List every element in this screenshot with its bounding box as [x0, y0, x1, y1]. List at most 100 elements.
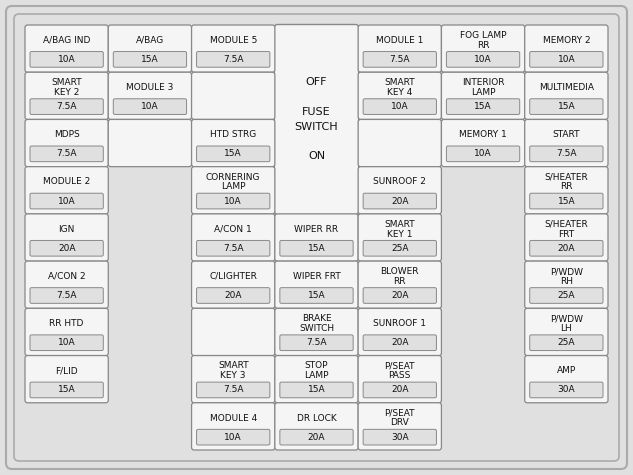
FancyBboxPatch shape	[30, 146, 103, 162]
FancyBboxPatch shape	[280, 335, 353, 351]
Text: 15A: 15A	[141, 55, 159, 64]
Text: 10A: 10A	[225, 433, 242, 442]
Text: BLOWER
RR: BLOWER RR	[380, 267, 419, 286]
Text: MEMORY 2: MEMORY 2	[542, 36, 590, 45]
Text: 10A: 10A	[474, 55, 492, 64]
FancyBboxPatch shape	[530, 335, 603, 351]
FancyBboxPatch shape	[192, 261, 275, 308]
Text: CORNERING
LAMP: CORNERING LAMP	[206, 172, 260, 191]
Text: AMP: AMP	[557, 366, 576, 375]
Text: HTD STRG: HTD STRG	[210, 130, 256, 139]
FancyBboxPatch shape	[530, 288, 603, 304]
FancyBboxPatch shape	[358, 261, 441, 308]
Text: 15A: 15A	[308, 291, 325, 300]
FancyBboxPatch shape	[280, 382, 353, 398]
Text: OFF

FUSE
SWITCH

ON: OFF FUSE SWITCH ON	[295, 77, 338, 162]
FancyBboxPatch shape	[358, 403, 441, 450]
FancyBboxPatch shape	[113, 99, 187, 114]
Text: 15A: 15A	[474, 102, 492, 111]
FancyBboxPatch shape	[25, 72, 108, 119]
Text: P/WDW
LH: P/WDW LH	[550, 314, 583, 333]
FancyBboxPatch shape	[358, 214, 441, 261]
FancyBboxPatch shape	[446, 99, 520, 114]
FancyBboxPatch shape	[30, 382, 103, 398]
Text: MDPS: MDPS	[54, 130, 80, 139]
Text: 10A: 10A	[391, 102, 408, 111]
FancyBboxPatch shape	[25, 119, 108, 167]
FancyBboxPatch shape	[441, 25, 525, 72]
FancyBboxPatch shape	[275, 403, 358, 450]
Text: 20A: 20A	[391, 197, 408, 206]
FancyBboxPatch shape	[363, 288, 436, 304]
Text: 10A: 10A	[141, 102, 159, 111]
FancyBboxPatch shape	[525, 119, 608, 167]
Text: 15A: 15A	[558, 197, 575, 206]
Text: 7.5A: 7.5A	[56, 149, 77, 158]
Text: S/HEATER
RR: S/HEATER RR	[544, 172, 588, 191]
FancyBboxPatch shape	[358, 25, 441, 72]
FancyBboxPatch shape	[30, 193, 103, 209]
FancyBboxPatch shape	[358, 167, 441, 214]
FancyBboxPatch shape	[530, 382, 603, 398]
FancyBboxPatch shape	[192, 356, 275, 403]
Text: 20A: 20A	[225, 291, 242, 300]
Text: 7.5A: 7.5A	[223, 244, 244, 253]
FancyBboxPatch shape	[530, 240, 603, 256]
FancyBboxPatch shape	[30, 99, 103, 114]
FancyBboxPatch shape	[192, 167, 275, 214]
FancyBboxPatch shape	[30, 240, 103, 256]
FancyBboxPatch shape	[525, 167, 608, 214]
FancyBboxPatch shape	[192, 403, 275, 450]
Text: MODULE 3: MODULE 3	[126, 83, 173, 92]
FancyBboxPatch shape	[363, 382, 436, 398]
Text: 20A: 20A	[391, 338, 408, 347]
FancyBboxPatch shape	[197, 288, 270, 304]
Text: 10A: 10A	[474, 149, 492, 158]
FancyBboxPatch shape	[525, 214, 608, 261]
FancyBboxPatch shape	[197, 52, 270, 67]
Text: 10A: 10A	[225, 197, 242, 206]
Text: A/CON 1: A/CON 1	[215, 225, 252, 234]
FancyBboxPatch shape	[197, 193, 270, 209]
FancyBboxPatch shape	[192, 214, 275, 261]
FancyBboxPatch shape	[358, 119, 441, 167]
FancyBboxPatch shape	[25, 261, 108, 308]
Text: IGN: IGN	[58, 225, 75, 234]
Text: STOP
LAMP: STOP LAMP	[304, 361, 329, 380]
FancyBboxPatch shape	[363, 429, 436, 445]
Text: 20A: 20A	[308, 433, 325, 442]
FancyBboxPatch shape	[358, 308, 441, 356]
FancyBboxPatch shape	[197, 382, 270, 398]
FancyBboxPatch shape	[280, 429, 353, 445]
Text: RR HTD: RR HTD	[49, 319, 84, 328]
FancyBboxPatch shape	[274, 25, 359, 214]
Text: S/HEATER
FRT: S/HEATER FRT	[544, 220, 588, 238]
FancyBboxPatch shape	[441, 119, 525, 167]
FancyBboxPatch shape	[530, 193, 603, 209]
Text: 25A: 25A	[391, 244, 408, 253]
FancyBboxPatch shape	[30, 335, 103, 351]
FancyBboxPatch shape	[25, 25, 108, 72]
Text: SMART
KEY 2: SMART KEY 2	[51, 78, 82, 97]
Text: 30A: 30A	[558, 385, 575, 394]
FancyBboxPatch shape	[525, 25, 608, 72]
FancyBboxPatch shape	[25, 356, 108, 403]
FancyBboxPatch shape	[25, 167, 108, 214]
Text: WIPER FRT: WIPER FRT	[292, 272, 341, 281]
FancyBboxPatch shape	[197, 429, 270, 445]
Text: 25A: 25A	[558, 291, 575, 300]
FancyBboxPatch shape	[525, 72, 608, 119]
FancyBboxPatch shape	[30, 288, 103, 304]
Text: 15A: 15A	[308, 385, 325, 394]
Text: 10A: 10A	[58, 197, 75, 206]
FancyBboxPatch shape	[25, 214, 108, 261]
FancyBboxPatch shape	[363, 52, 436, 67]
FancyBboxPatch shape	[275, 308, 358, 356]
Text: 7.5A: 7.5A	[306, 338, 327, 347]
Text: 20A: 20A	[391, 385, 408, 394]
FancyBboxPatch shape	[446, 146, 520, 162]
FancyBboxPatch shape	[192, 119, 275, 167]
FancyBboxPatch shape	[530, 146, 603, 162]
FancyBboxPatch shape	[25, 308, 108, 356]
FancyBboxPatch shape	[108, 25, 192, 72]
